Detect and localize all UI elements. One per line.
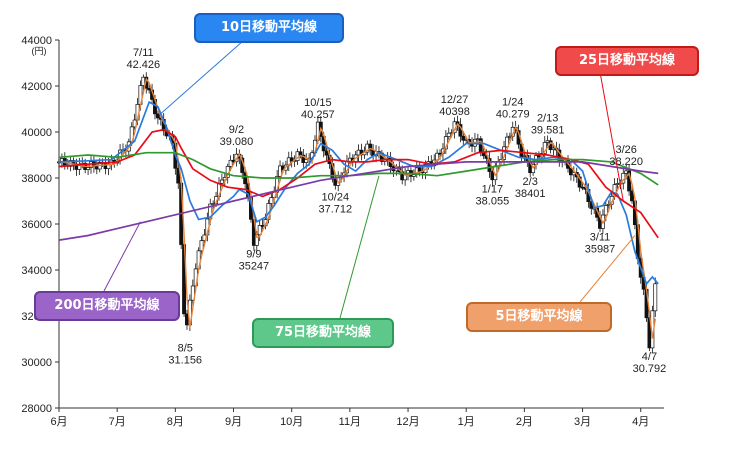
legend-75day-ma: 75日移動平均線 [252,318,394,348]
y-tick-label: 30000 [21,357,52,369]
annotation-date: 10/15 [304,97,332,109]
leader-10day [160,40,244,114]
candle-body [630,190,634,202]
candle-body [417,167,422,172]
candle-body [257,225,262,236]
leader-5day [579,235,636,303]
annotation-date: 7/11 [133,47,154,59]
annotation-value: 39.581 [531,125,565,137]
y-tick-label: 28000 [21,403,52,415]
annotation-date: 9/9 [246,248,261,260]
candle-body [144,76,149,89]
legend-25day-ma: 25日移動平均線 [555,46,699,76]
x-tick-label: 10月 [280,416,303,428]
annotation-date: 1/17 [482,184,503,196]
annotation-date: 1/24 [502,97,523,109]
annotation-date: 8/5 [178,342,193,354]
ma10-line [58,100,659,286]
candle-body [278,165,283,177]
candle-body [298,151,303,156]
candle-body [504,136,509,148]
candle-body [199,240,204,252]
x-tick-label: 11月 [339,416,361,428]
annotation-value: 40.279 [496,109,530,121]
annotation-value: 38401 [515,188,546,200]
annotation-value: 37.712 [318,204,352,216]
y-tick-label: 44000 [21,35,52,47]
x-tick-label: 2月 [516,416,533,428]
annotation-date: 3/26 [615,144,636,156]
annotation-date: 4/7 [642,351,657,363]
ma200-line [58,161,659,241]
candle-body [368,143,373,151]
x-tick-label: 8月 [167,416,184,428]
y-tick-label: 34000 [21,265,52,277]
candle-body [155,113,160,119]
candle-body [577,176,582,188]
candle-body [568,167,573,176]
candle-body [519,143,524,157]
annotation-value: 35987 [585,243,616,255]
y-tick-label: 38000 [21,173,52,185]
y-tick-label: 36000 [21,219,52,231]
annotation-value: 38.220 [609,156,643,168]
annotation-date: 9/2 [229,124,244,136]
x-tick-label: 12月 [396,416,419,428]
annotation-value: 31.156 [168,354,202,366]
annotation-value: 42.426 [127,59,161,71]
y-tick-label: 42000 [21,81,52,93]
annotation-date: 12/27 [441,94,469,106]
legend-5day-ma: 5日移動平均線 [466,302,612,332]
unit-label: (円) [32,46,47,56]
annotation-date: 2/3 [523,176,538,188]
annotation-date: 2/13 [537,113,558,125]
candle-body [219,179,224,184]
candle-body [653,283,658,312]
candle-body [461,135,466,141]
candle-body [289,157,294,162]
annotation-value: 40398 [439,106,470,118]
x-tick-label: 1月 [458,416,475,428]
x-tick-label: 6月 [50,416,67,428]
annotation-value: 39.080 [220,136,254,148]
x-tick-label: 3月 [574,416,591,428]
y-tick-label: 40000 [21,127,52,139]
x-tick-label: 9月 [225,416,242,428]
candle-body [228,159,233,167]
annotation-value: 40.257 [301,109,335,121]
x-tick-label: 7月 [109,416,126,428]
legend-200day-ma: 200日移動平均線 [34,291,180,321]
annotation-date: 3/11 [590,231,611,243]
candle-body [603,205,608,216]
x-tick-label: 4月 [632,416,649,428]
candle-body [446,132,451,137]
candle-body [269,197,274,204]
candle-body [301,154,306,163]
candle-body [304,159,309,163]
candle-body [243,172,248,185]
legend-10day-ma: 10日移動平均線 [194,13,344,43]
annotation-value: 38.055 [476,196,510,208]
candle-body [324,150,329,156]
annotation-value: 35247 [239,260,270,272]
leader-75day [339,175,380,319]
ma25-line [58,128,659,239]
leader-200day [103,221,141,292]
annotation-value: 30.792 [633,363,667,375]
candle-body [86,167,91,170]
leader-25day [599,71,624,202]
annotation-date: 10/24 [322,192,350,204]
